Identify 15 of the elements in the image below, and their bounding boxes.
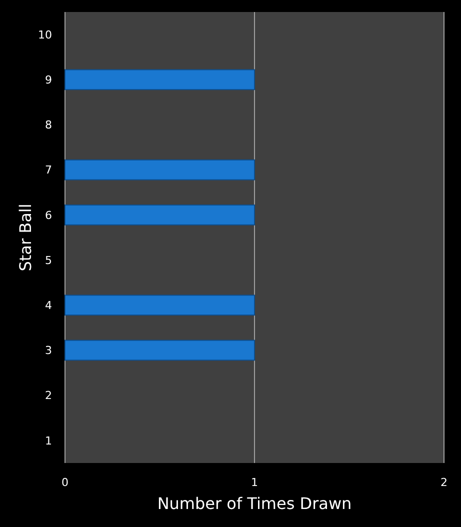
- y-tick-label: 7: [45, 164, 52, 177]
- x-tick-label: 0: [62, 476, 68, 489]
- y-tick-label: 8: [45, 118, 52, 132]
- y-tick-label: 4: [45, 299, 52, 312]
- y-tick-label: 9: [45, 74, 52, 86]
- y-tick-label: 1: [45, 434, 52, 448]
- x-tick-label: 1: [251, 476, 258, 489]
- x-tick-label: 2: [440, 476, 448, 489]
- y-tick-label: 2: [45, 389, 52, 402]
- x-axis-title: Number of Times Drawn: [157, 494, 352, 513]
- y-axis-title: Star Ball: [16, 204, 35, 272]
- y-tick-label: 10: [38, 28, 52, 42]
- y-tick-label: 3: [45, 344, 52, 358]
- y-tick-label: 6: [45, 208, 52, 222]
- y-tick-label: 5: [45, 254, 52, 267]
